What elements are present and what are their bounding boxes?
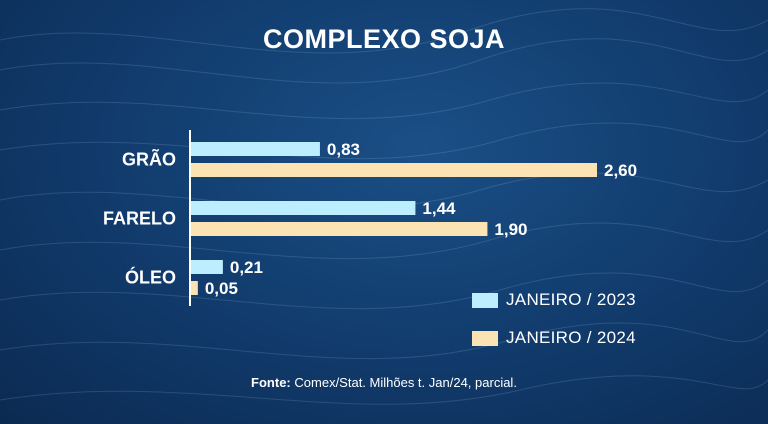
bar-farelo-2024 <box>190 222 488 236</box>
value-label-oleo-2023: 0,21 <box>230 258 263 277</box>
legend-item-2023: JANEIRO / 2023 <box>472 290 636 310</box>
source-label: Fonte: <box>251 375 291 390</box>
legend-item-2024: JANEIRO / 2024 <box>472 328 636 348</box>
value-label-oleo-2024: 0,05 <box>205 279 238 298</box>
value-label-grao-2023: 0,83 <box>327 140 360 159</box>
bar-grao-2023 <box>190 142 320 156</box>
chart-title: COMPLEXO SOJA <box>262 24 506 54</box>
legend-swatch-2024 <box>472 330 498 346</box>
legend-label-2024: JANEIRO / 2024 <box>506 328 636 347</box>
category-label-grao: GRÃO <box>122 149 176 170</box>
legend-swatch-2023 <box>472 292 498 308</box>
legend-label-2023: JANEIRO / 2023 <box>506 290 636 309</box>
source-text: Comex/Stat. Milhões t. Jan/24, parcial. <box>294 375 517 390</box>
bar-oleo-2023 <box>190 260 223 274</box>
value-label-farelo-2024: 1,90 <box>494 220 527 239</box>
source-note: Fonte: Comex/Stat. Milhões t. Jan/24, pa… <box>0 375 768 390</box>
bar-grao-2024 <box>190 163 597 177</box>
bar-oleo-2024 <box>190 281 198 295</box>
value-label-farelo-2023: 1,44 <box>422 199 456 218</box>
category-label-oleo: ÓLEO <box>125 267 176 288</box>
legend: JANEIRO / 2023 JANEIRO / 2024 <box>472 290 636 366</box>
value-label-grao-2024: 2,60 <box>604 161 637 180</box>
bar-farelo-2023 <box>190 201 416 215</box>
category-label-farelo: FARELO <box>103 209 176 229</box>
